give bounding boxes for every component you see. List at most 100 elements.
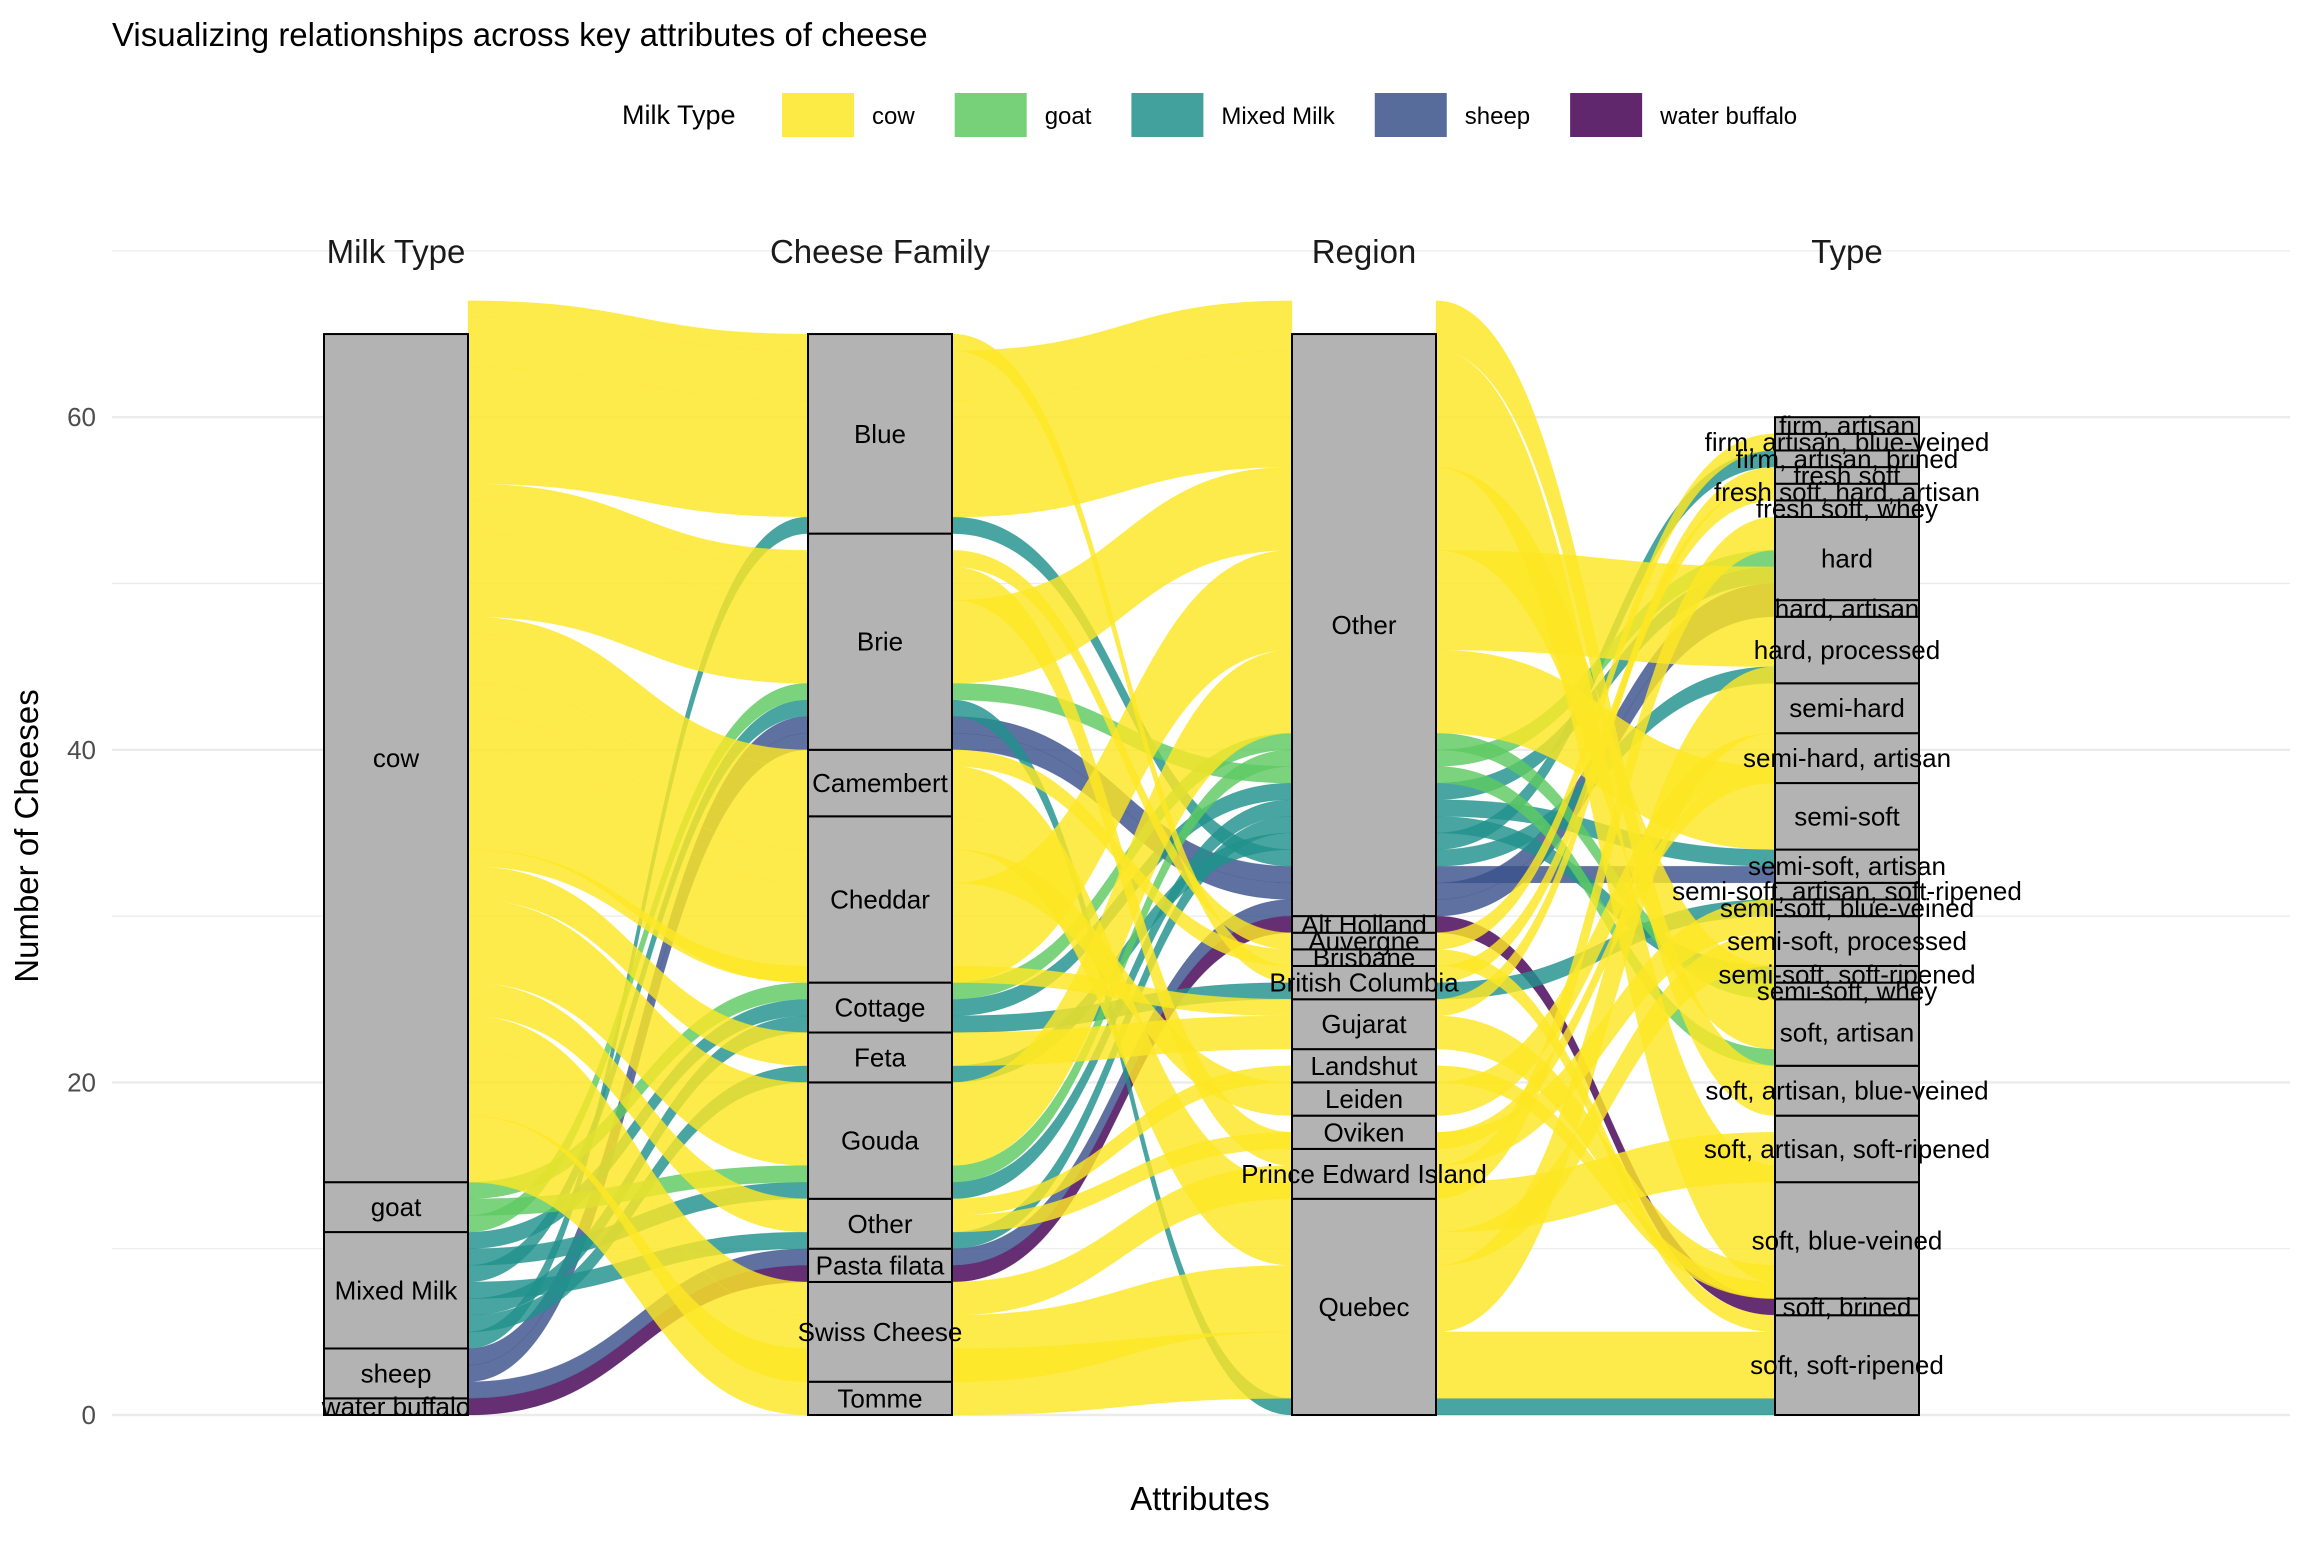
stratum-box (1774, 782, 1920, 851)
flow-band (1435, 1398, 1776, 1416)
stratum-label: fresh soft (1794, 460, 1902, 490)
stratum-box (807, 1380, 953, 1416)
stratum-label: sheep (361, 1358, 432, 1388)
stratum-box (1774, 1181, 1920, 1300)
stratum-label: Gouda (841, 1126, 920, 1156)
legend-key (1374, 93, 1447, 137)
stratum-label: semi-soft, blue-veined (1720, 893, 1974, 923)
stratum-label: Gujarat (1321, 1009, 1407, 1039)
axis-name: Cheese Family (770, 233, 991, 270)
stratum-label: hard (1821, 544, 1873, 574)
stratum-label: Pasta filata (816, 1250, 945, 1280)
stratum-label: hard, artisan (1775, 593, 1920, 623)
stratum-label: Leiden (1325, 1084, 1403, 1114)
stratum-label: semi-soft (1794, 801, 1900, 831)
stratum-box (1291, 1114, 1437, 1150)
legend-key (1570, 93, 1643, 137)
axis-name: Region (1312, 233, 1417, 270)
y-tick-label: 40 (67, 735, 96, 765)
stratum-box (1774, 416, 1920, 435)
stratum-box (807, 1081, 953, 1200)
flow-band (1435, 1331, 1776, 1399)
stratum-label: soft, blue-veined (1752, 1225, 1943, 1255)
stratum-label: water buffalo (321, 1392, 470, 1422)
stratum-box (807, 815, 953, 984)
stratum-label: Other (847, 1209, 912, 1239)
stratum-box (1774, 848, 1920, 884)
stratum-box (1291, 1147, 1437, 1200)
stratum-label: Cottage (834, 993, 925, 1023)
stratum-box (323, 1231, 469, 1350)
stratum-label: firm, artisan, brined (1736, 444, 1959, 474)
stratum-box (1774, 1114, 1920, 1184)
stratum-label: Tomme (837, 1383, 922, 1413)
stratum-box (1291, 1081, 1437, 1117)
stratum-label: hard, processed (1754, 635, 1940, 665)
axis-name: Milk Type (327, 233, 466, 270)
legend-label: goat (1045, 103, 1092, 130)
stratum-box (323, 333, 469, 1184)
stratum-box (1774, 682, 1920, 735)
stratum-label: soft, brined (1783, 1292, 1912, 1322)
stratum-label: Oviken (1324, 1117, 1405, 1147)
stratum-label: Mixed Milk (335, 1275, 459, 1305)
stratum-label: fresh soft, whey (1756, 494, 1938, 524)
legend-title: Milk Type (622, 100, 736, 130)
stratum-label: Alt Holland (1301, 909, 1427, 939)
stratum-label: semi-soft, whey (1757, 976, 1938, 1006)
stratum-label: semi-hard (1789, 693, 1905, 723)
stratum-box (807, 748, 953, 818)
stratum-box (807, 1197, 953, 1250)
stratum-label: fresh soft, hard, artisan (1714, 477, 1980, 507)
y-tick-label: 0 (82, 1400, 96, 1430)
y-tick-label: 20 (67, 1067, 96, 1097)
legend-key (782, 93, 854, 137)
stratum-label: Auvergne (1308, 926, 1419, 956)
stratum-label: Other (1331, 610, 1396, 640)
stratum-label: Brisbane (1313, 943, 1416, 973)
legend-label: cow (872, 103, 915, 130)
stratum-box (1774, 915, 1920, 967)
legend-label: water buffalo (1659, 103, 1797, 130)
stratum-label: semi-soft, processed (1727, 926, 1967, 956)
legend-label: sheep (1465, 103, 1530, 130)
legend-key (954, 93, 1027, 137)
stratum-label: semi-soft, artisan, soft-ripened (1672, 876, 2022, 906)
axis-name: Type (1811, 233, 1883, 270)
stratum-label: Camembert (812, 768, 949, 798)
stratum-box (1774, 1064, 1920, 1117)
stratum-box (807, 333, 953, 535)
stratum-box (323, 1181, 469, 1234)
stratum-box (1291, 333, 1437, 918)
stratum-label: Quebec (1318, 1292, 1409, 1322)
stratum-box (1291, 1197, 1437, 1417)
stratum-box (807, 1031, 953, 1084)
stratum-label: semi-soft, soft-ripened (1718, 959, 1975, 989)
stratum-label: goat (371, 1192, 422, 1222)
stratum-box (1774, 998, 1920, 1067)
stratum-label: soft, artisan, blue-veined (1705, 1076, 1988, 1106)
legend-key (1131, 93, 1204, 137)
stratum-label: Landshut (1311, 1051, 1419, 1081)
legend-label: Mixed Milk (1221, 103, 1335, 130)
stratum-box (1774, 732, 1920, 785)
stratum-label: soft, artisan, soft-ripened (1704, 1134, 1990, 1164)
axes: 0 20 40 60 Milk Type Cheese Family Region Type (67, 233, 1883, 1430)
stratum-label: soft, soft-ripened (1750, 1350, 1944, 1380)
stratum-box (807, 1280, 953, 1383)
stratum-box (1291, 964, 1437, 1001)
stratum-labels: water buffalo sheep Mixed Milk goat cow Tomme… (321, 411, 2022, 1422)
stratum-label: British Columbia (1269, 968, 1459, 998)
chart-title: Visualizing relationships across key att… (112, 16, 928, 53)
stratum-label: Cheddar (830, 884, 930, 914)
stratum-label: cow (373, 743, 419, 773)
stratum-label: Blue (854, 419, 906, 449)
stratum-box (1774, 615, 1920, 685)
stratum-label: Feta (854, 1042, 907, 1072)
stratum-label: semi-hard, artisan (1743, 743, 1951, 773)
stratum-label: firm, artisan (1779, 411, 1915, 441)
y-tick-label: 60 (67, 402, 96, 432)
y-axis-label: Number of Cheeses (8, 689, 45, 982)
